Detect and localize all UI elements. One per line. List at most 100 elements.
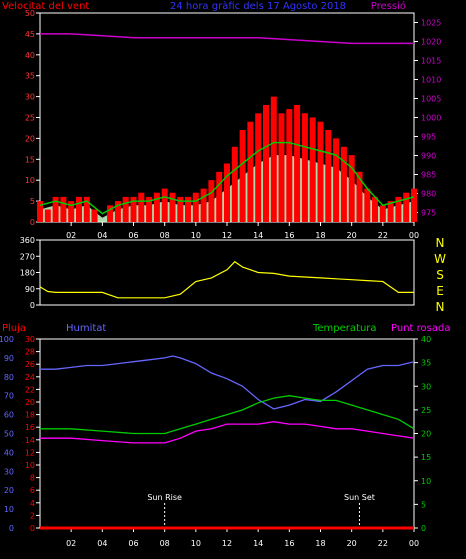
wind-speed-bar (379, 205, 386, 222)
legend-wind-speed: Velocitat del vent (2, 1, 89, 12)
humidity-y-tick-label: 60 (4, 411, 14, 420)
wind-speed-bar (37, 201, 43, 222)
wind-speed-bar (122, 196, 129, 222)
wind-speed-bar (294, 105, 301, 222)
pressure-y-tick-label: 985 (421, 171, 436, 180)
direction-y-tick-label: 270 (20, 252, 35, 261)
wind-speed-bar (153, 192, 160, 222)
compass-label-e: E (436, 284, 444, 298)
wind-x-tick-label: 18 (315, 231, 325, 240)
wind-y-tick-label: 30 (25, 93, 35, 102)
temperature-x-tick-label: 16 (284, 539, 294, 548)
temperature-y-tick-label: 0 (421, 524, 426, 533)
wind-y-tick-label: 50 (25, 9, 35, 18)
pressure-line (40, 33, 414, 45)
wind-speed-bar (185, 196, 191, 222)
wind-speed-bar (68, 201, 75, 222)
humidity-y-tick-label: 80 (4, 373, 14, 382)
temperature-x-tick-label: 06 (128, 539, 138, 548)
humidity-y-tick-label: 20 (4, 486, 14, 495)
direction-y-tick-label: 180 (20, 269, 35, 278)
wind-x-tick-label: 08 (160, 231, 170, 240)
wind-speed-bar (177, 196, 184, 222)
page-title: 24 hora gràfic dels 17 Agosto 2018 (170, 0, 346, 12)
rain-y-tick-label: 12 (25, 448, 35, 457)
wind-speed-bar (216, 171, 223, 222)
temperature-x-tick-label: 10 (191, 539, 201, 548)
humidity-y-tick-label: 10 (4, 505, 14, 514)
wind-speed-bar (411, 188, 417, 222)
chart-marks: 0510152025303540455097598098599099510001… (0, 9, 441, 548)
wind-speed-bar (60, 196, 67, 222)
wind-x-tick-label: 12 (222, 231, 232, 240)
sun-marker-label: Sun Rise (147, 493, 182, 502)
wind-x-tick-label: 04 (97, 231, 107, 240)
wind-speed-bar (146, 196, 153, 222)
wind-speed-bar (208, 180, 215, 222)
wind-y-tick-label: 5 (30, 197, 35, 206)
wind-speed-bar (107, 205, 114, 222)
rain-y-tick-label: 8 (30, 474, 35, 483)
compass-label-s: S (436, 268, 444, 282)
temperature-y-tick-label: 40 (421, 335, 431, 344)
pressure-y-tick-label: 1025 (421, 19, 441, 28)
temperature-x-tick-label: 14 (253, 539, 263, 548)
temperature-y-tick-label: 30 (421, 382, 431, 391)
wind-y-tick-label: 35 (25, 72, 35, 81)
wind-speed-bar (270, 96, 277, 222)
legend-humidity: Humitat (66, 323, 106, 334)
wind-x-tick-label: 00 (409, 231, 419, 240)
rain-y-tick-label: 2 (30, 511, 35, 520)
temperature-x-tick-label: 04 (97, 539, 107, 548)
wind-speed-bar (286, 109, 293, 222)
wind-speed-bar (224, 163, 230, 222)
wind-speed-bar (348, 155, 355, 222)
temperature-y-tick-label: 10 (421, 477, 431, 486)
compass-label-w: W (434, 252, 446, 266)
wind-speed-bar (169, 192, 176, 222)
temperature-y-tick-label: 35 (421, 359, 431, 368)
wind-y-tick-label: 45 (25, 30, 35, 39)
wind-x-tick-label: 06 (128, 231, 138, 240)
temperature-x-tick-label: 18 (315, 539, 325, 548)
wind-speed-bar (255, 113, 262, 222)
humidity-y-tick-label: 90 (4, 354, 14, 363)
temperature-y-tick-label: 5 (421, 500, 426, 509)
rain-y-tick-label: 0 (30, 524, 35, 533)
temperature-x-tick-label: 08 (160, 539, 170, 548)
rain-y-tick-label: 10 (25, 461, 35, 470)
wind-speed-bar (309, 117, 316, 222)
rain-y-tick-label: 24 (25, 373, 35, 382)
wind-x-tick-label: 10 (191, 231, 201, 240)
humidity-y-tick-label: 50 (4, 430, 14, 439)
wind-speed-bar (278, 113, 285, 222)
wind-speed-bar (387, 201, 394, 222)
rain-y-tick-label: 20 (25, 398, 35, 407)
wind-y-tick-label: 10 (25, 176, 35, 185)
wind-speed-bar (364, 188, 371, 222)
wind-speed-bar (114, 201, 121, 222)
wind-speed-bar (138, 192, 145, 222)
temperature-x-tick-label: 00 (409, 539, 419, 548)
legend-dew-point: Punt rosada (391, 323, 450, 334)
rain-y-tick-label: 26 (25, 360, 35, 369)
wind-speed-bar (372, 196, 378, 222)
wind-x-tick-label: 02 (66, 231, 76, 240)
direction-y-tick-label: 90 (25, 285, 35, 294)
wind-speed-bar (247, 121, 254, 222)
temperature-x-tick-label: 02 (66, 539, 76, 548)
wind-speed-bar (130, 196, 137, 222)
temperature-y-tick-label: 15 (421, 453, 431, 462)
rain-y-tick-label: 30 (25, 335, 35, 344)
humidity-y-tick-label: 30 (4, 467, 14, 476)
wind-average-line (39, 141, 415, 215)
humidity-y-tick-label: 100 (0, 335, 14, 344)
wind-speed-bar (200, 188, 207, 222)
wind-speed-bar (301, 113, 308, 222)
wind-speed-bar (231, 146, 238, 222)
pressure-y-tick-label: 1020 (421, 38, 441, 47)
humidity-y-tick-label: 40 (4, 448, 14, 457)
wind-speed-bar (340, 146, 347, 222)
